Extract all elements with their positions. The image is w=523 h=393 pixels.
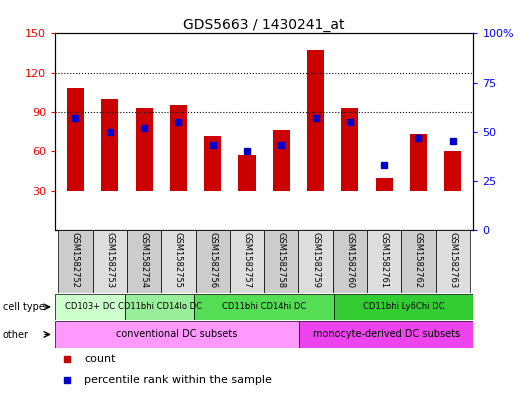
Title: GDS5663 / 1430241_at: GDS5663 / 1430241_at	[184, 18, 345, 32]
Text: cell type: cell type	[3, 302, 44, 312]
Bar	[307, 50, 324, 191]
Text: GSM1582756: GSM1582756	[208, 232, 217, 288]
Text: GSM1582757: GSM1582757	[243, 232, 252, 288]
Bar	[436, 230, 470, 293]
Text: GSM1582760: GSM1582760	[345, 232, 355, 288]
Bar	[230, 230, 264, 293]
Text: other: other	[3, 330, 29, 340]
Bar	[170, 105, 187, 191]
Text: percentile rank within the sample: percentile rank within the sample	[84, 375, 272, 386]
Bar	[55, 294, 124, 320]
Text: CD11bhi CD14lo DC: CD11bhi CD14lo DC	[118, 303, 201, 311]
Bar	[367, 230, 401, 293]
Bar	[59, 230, 93, 293]
Bar	[299, 321, 473, 348]
Bar	[124, 294, 195, 320]
Text: GSM1582759: GSM1582759	[311, 232, 320, 288]
Bar	[67, 88, 84, 191]
Text: CD11bhi CD14hi DC: CD11bhi CD14hi DC	[222, 303, 306, 311]
Bar	[264, 230, 299, 293]
Bar	[299, 230, 333, 293]
Text: GSM1582752: GSM1582752	[71, 232, 80, 288]
Text: GSM1582761: GSM1582761	[380, 232, 389, 288]
Bar	[55, 321, 299, 348]
Bar	[444, 151, 461, 191]
Bar	[135, 108, 153, 191]
Text: monocyte-derived DC subsets: monocyte-derived DC subsets	[313, 329, 460, 340]
Text: CD11bhi Ly6Chi DC: CD11bhi Ly6Chi DC	[363, 303, 445, 311]
Bar	[161, 230, 196, 293]
Text: GSM1582758: GSM1582758	[277, 232, 286, 288]
Bar	[333, 230, 367, 293]
Bar	[195, 294, 334, 320]
Bar	[93, 230, 127, 293]
Bar	[410, 134, 427, 191]
Text: CD103+ DC: CD103+ DC	[65, 303, 115, 311]
Bar	[101, 99, 118, 191]
Bar	[196, 230, 230, 293]
Bar	[238, 155, 256, 191]
Bar	[272, 130, 290, 191]
Bar	[334, 294, 473, 320]
Text: count: count	[84, 354, 116, 364]
Text: GSM1582754: GSM1582754	[140, 232, 149, 288]
Bar	[204, 136, 221, 191]
Bar	[127, 230, 161, 293]
Text: GSM1582762: GSM1582762	[414, 232, 423, 288]
Text: GSM1582763: GSM1582763	[448, 232, 457, 288]
Text: conventional DC subsets: conventional DC subsets	[116, 329, 237, 340]
Bar	[342, 108, 358, 191]
Text: GSM1582753: GSM1582753	[105, 232, 115, 288]
Bar	[376, 178, 393, 191]
Text: GSM1582755: GSM1582755	[174, 232, 183, 288]
Bar	[401, 230, 436, 293]
